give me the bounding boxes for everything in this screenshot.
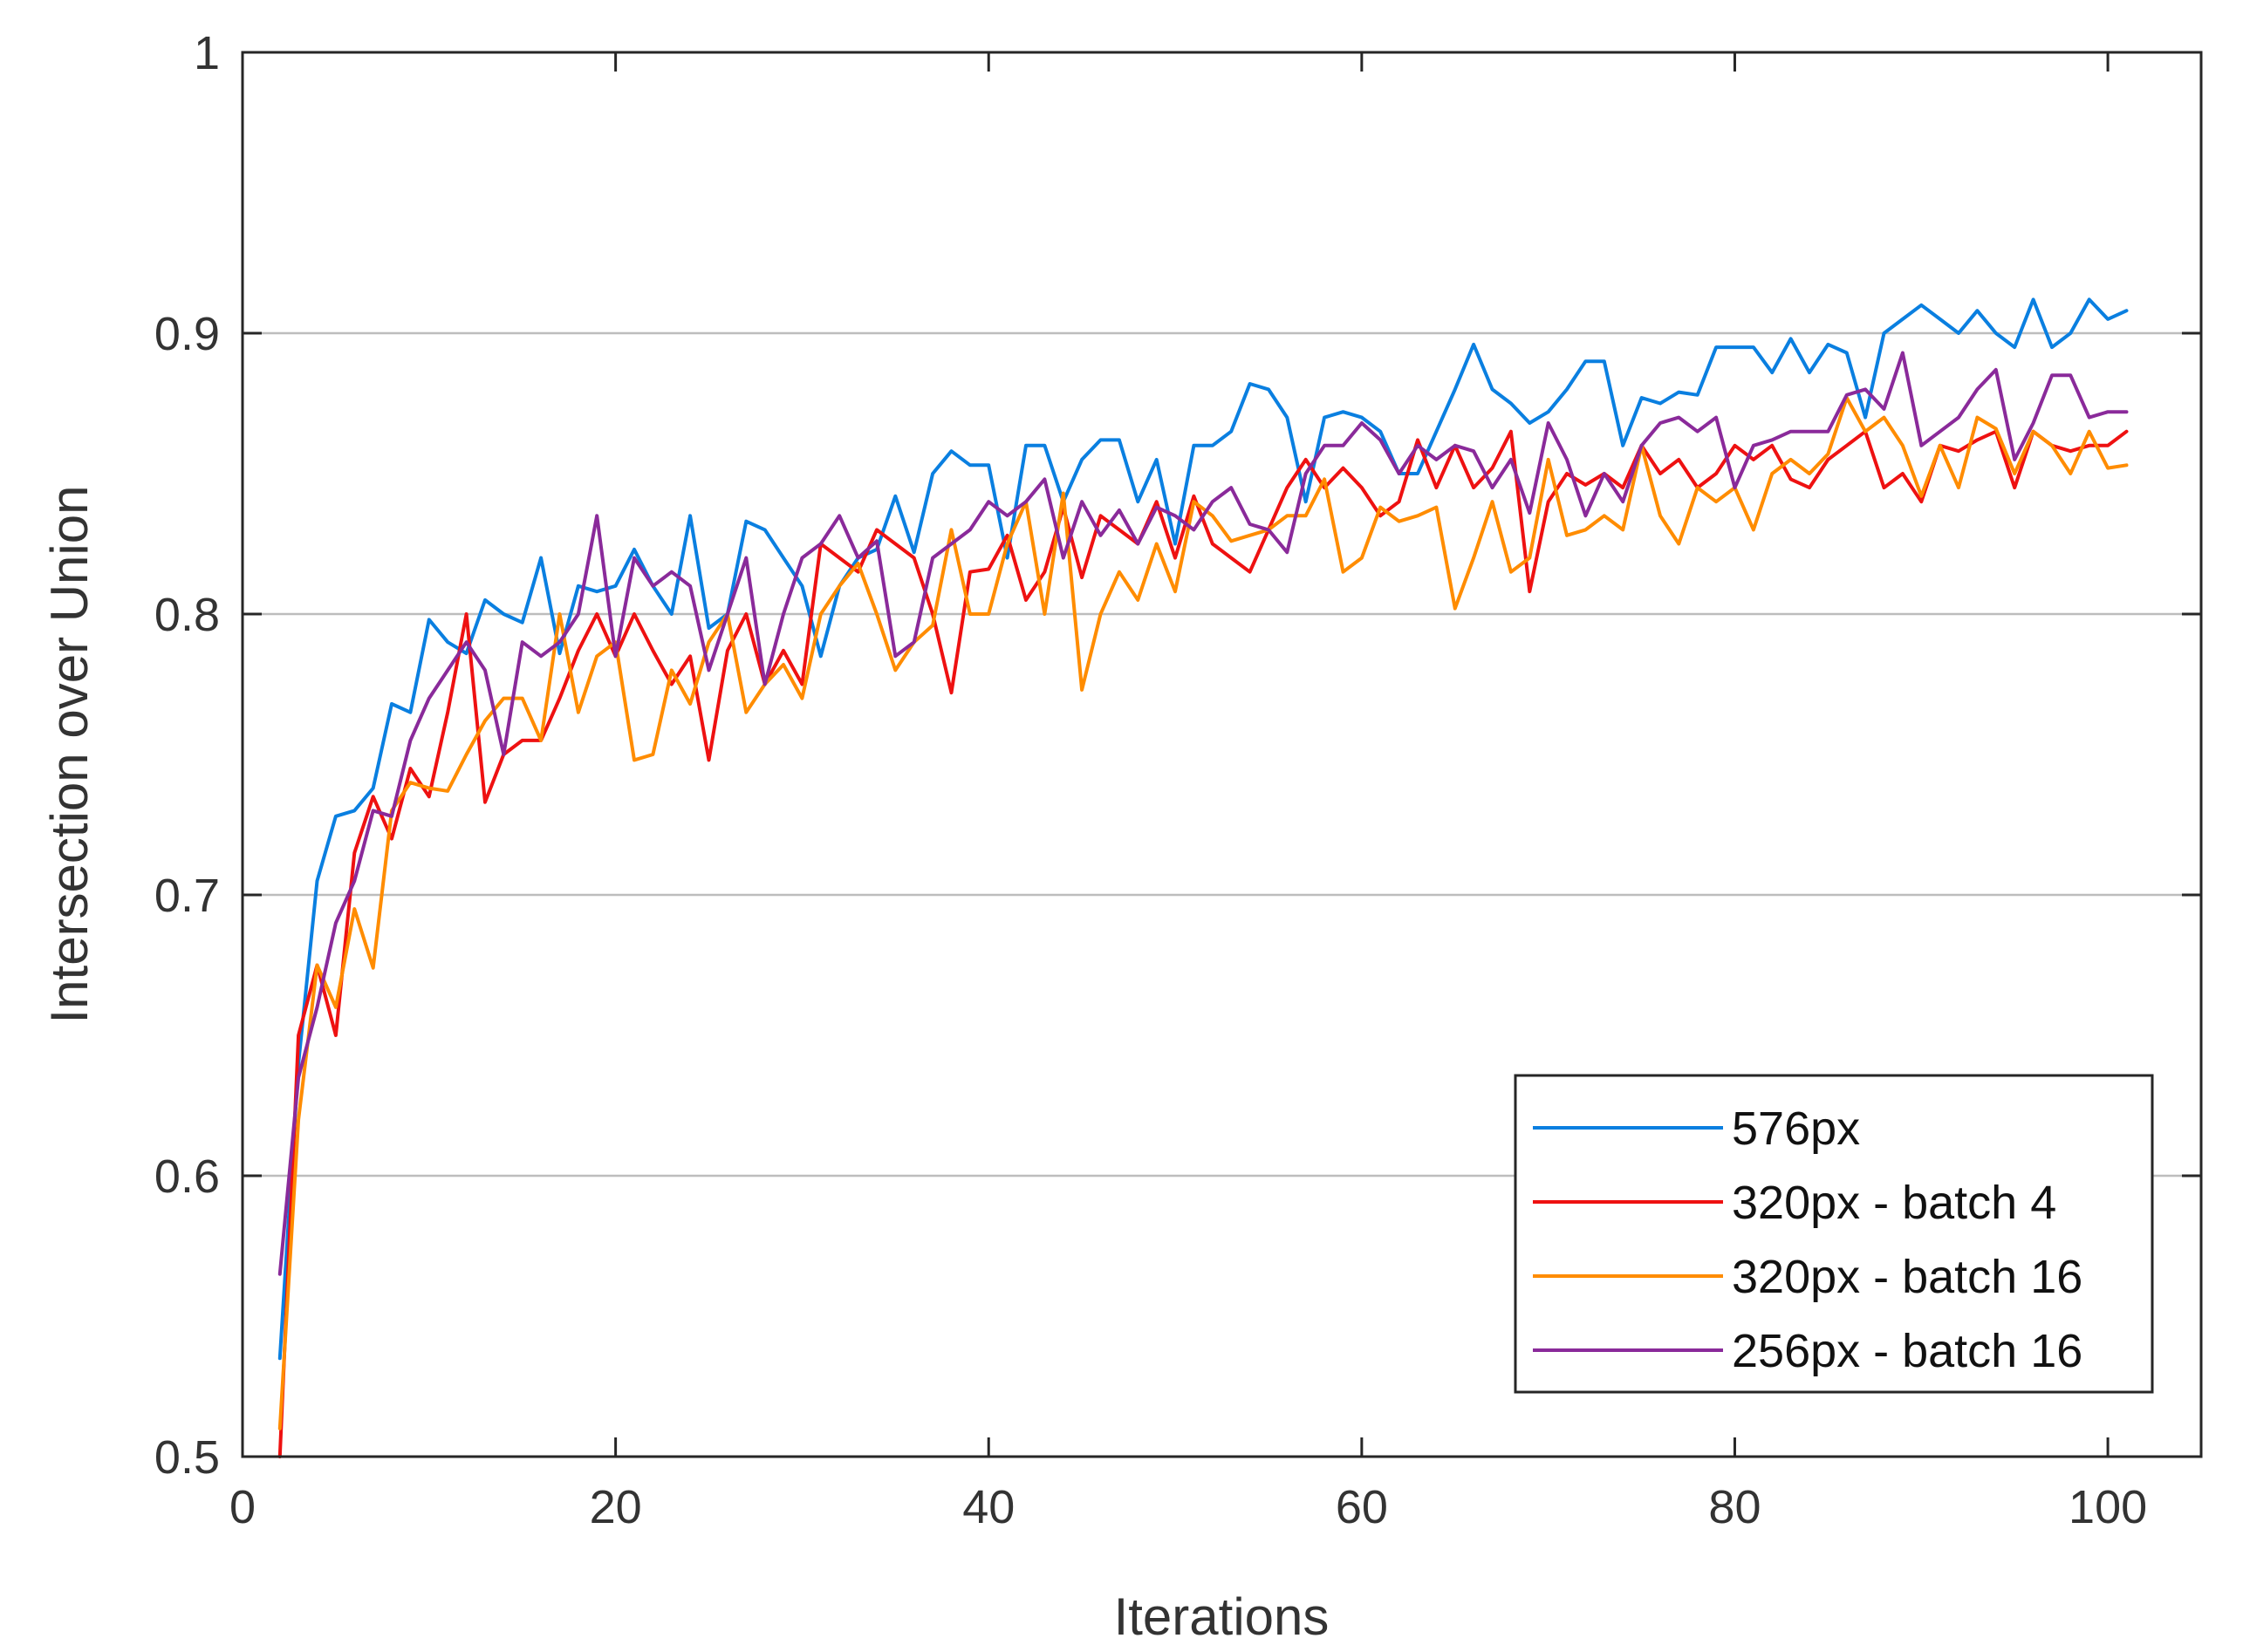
x-tick-label: 60 <box>1336 1481 1388 1533</box>
legend: 576px 320px - batch 4 320px - batch 16 256p… <box>1514 1074 2154 1394</box>
plot-frame <box>241 51 2203 1458</box>
series-line-320px-batch-4 <box>277 429 2129 1458</box>
legend-label: 256px - batch 16 <box>1732 1325 2082 1377</box>
y-tick-label: 1 <box>194 27 220 79</box>
y-tick-label: 0.9 <box>154 308 220 360</box>
x-axis-ticks: 0 20 40 60 80 100 <box>229 52 2147 1533</box>
series-lines <box>277 297 2129 1458</box>
y-axis-title: Intersection over Union <box>40 486 99 1024</box>
y-tick-label: 0.7 <box>154 870 220 922</box>
x-axis-title: Iterations <box>1114 1587 1330 1646</box>
x-tick-label: 0 <box>229 1481 256 1533</box>
y-axis-ticks: 0.5 0.6 0.7 0.8 0.9 1 <box>154 27 2201 1484</box>
series-line-320px-batch-16 <box>277 396 2129 1430</box>
series-line-256px-batch-16 <box>277 351 2129 1276</box>
x-tick-label: 20 <box>590 1481 642 1533</box>
y-tick-label: 0.6 <box>154 1150 220 1203</box>
legend-label: 576px <box>1732 1102 1860 1155</box>
x-tick-label: 100 <box>2069 1481 2147 1533</box>
legend-label: 320px - batch 16 <box>1732 1251 2082 1303</box>
series-line-576px <box>277 297 2129 1361</box>
x-tick-label: 80 <box>1708 1481 1761 1533</box>
legend-label: 320px - batch 4 <box>1732 1177 2056 1229</box>
x-tick-label: 40 <box>962 1481 1015 1533</box>
y-tick-label: 0.5 <box>154 1431 220 1484</box>
y-tick-label: 0.8 <box>154 589 220 641</box>
